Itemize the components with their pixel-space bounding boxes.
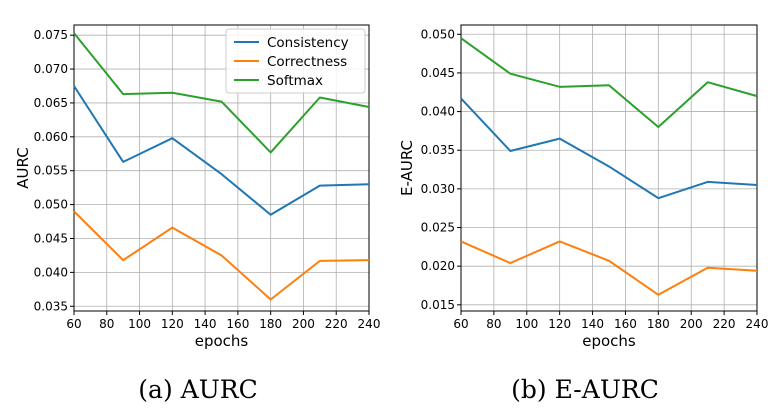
- x-axis-title: epochs: [582, 332, 636, 350]
- x-tick-label: 80: [486, 317, 501, 331]
- y-tick-label: 0.050: [34, 198, 68, 212]
- x-tick-label: 100: [128, 317, 151, 331]
- x-tick-label: 140: [194, 317, 217, 331]
- x-tick-label: 80: [99, 317, 114, 331]
- x-tick-label: 240: [746, 317, 769, 331]
- plot-frame: [73, 24, 370, 312]
- x-tick-label: 220: [713, 317, 736, 331]
- y-tick-label: 0.065: [34, 96, 68, 110]
- legend-label: Correctness: [267, 54, 347, 70]
- legend-label: Consistency: [267, 35, 349, 51]
- y-tick-label: 0.035: [421, 143, 455, 157]
- series-line-consistency: [460, 97, 758, 200]
- y-tick-label: 0.040: [421, 105, 455, 119]
- y-tick-label: 0.075: [34, 28, 68, 42]
- aurc-chart: 60 80 100 120 140 160 180 200 220 240 0.035 0.040 0.…: [14, 24, 381, 404]
- x-tick-label: 60: [453, 317, 468, 331]
- legend-label: Softmax: [267, 73, 323, 89]
- series-line-consistency: [73, 85, 370, 216]
- x-tick-label: 100: [515, 317, 538, 331]
- x-tick-label: 240: [358, 317, 381, 331]
- y-tick-label: 0.045: [421, 66, 455, 80]
- y-tick-label: 0.015: [421, 298, 455, 312]
- x-tick-label: 120: [161, 317, 184, 331]
- y-axis-title: AURC: [14, 147, 32, 188]
- subfigure-caption: (b) E-AURC: [511, 375, 659, 404]
- x-tick-label: 160: [226, 317, 249, 331]
- y-tick-label: 0.030: [421, 182, 455, 196]
- y-axis-title: E-AURC: [398, 140, 416, 196]
- x-tick-label: 180: [647, 317, 670, 331]
- x-tick-label: 200: [680, 317, 703, 331]
- series-line-softmax: [460, 37, 758, 129]
- subfigure-caption: (a) AURC: [138, 375, 257, 404]
- x-tick-label: 160: [614, 317, 637, 331]
- y-tick-label: 0.025: [421, 221, 455, 235]
- y-tick-label: 0.045: [34, 231, 68, 245]
- y-tick-label: 0.040: [34, 265, 68, 279]
- series-line-correctness: [460, 240, 758, 296]
- y-tick-label: 0.060: [34, 130, 68, 144]
- y-tick-label: 0.035: [34, 299, 68, 313]
- x-tick-label: 220: [325, 317, 348, 331]
- x-tick-label: 60: [66, 317, 81, 331]
- y-tick-label: 0.050: [421, 27, 455, 41]
- y-tick-label: 0.070: [34, 62, 68, 76]
- x-tick-label: 180: [259, 317, 282, 331]
- y-tick-label: 0.055: [34, 164, 68, 178]
- x-axis-title: epochs: [195, 332, 249, 350]
- legend-box: [225, 28, 366, 94]
- x-tick-label: 140: [581, 317, 604, 331]
- plot-frame: [460, 24, 758, 312]
- series-line-softmax: [73, 32, 370, 154]
- series-line-correctness: [73, 210, 370, 301]
- x-tick-label: 200: [292, 317, 315, 331]
- y-tick-label: 0.020: [421, 259, 455, 273]
- e-aurc-chart: 60 80 100 120 140 160 180 200 220 240 0.015 0.020 0.…: [398, 24, 769, 404]
- x-tick-label: 120: [548, 317, 571, 331]
